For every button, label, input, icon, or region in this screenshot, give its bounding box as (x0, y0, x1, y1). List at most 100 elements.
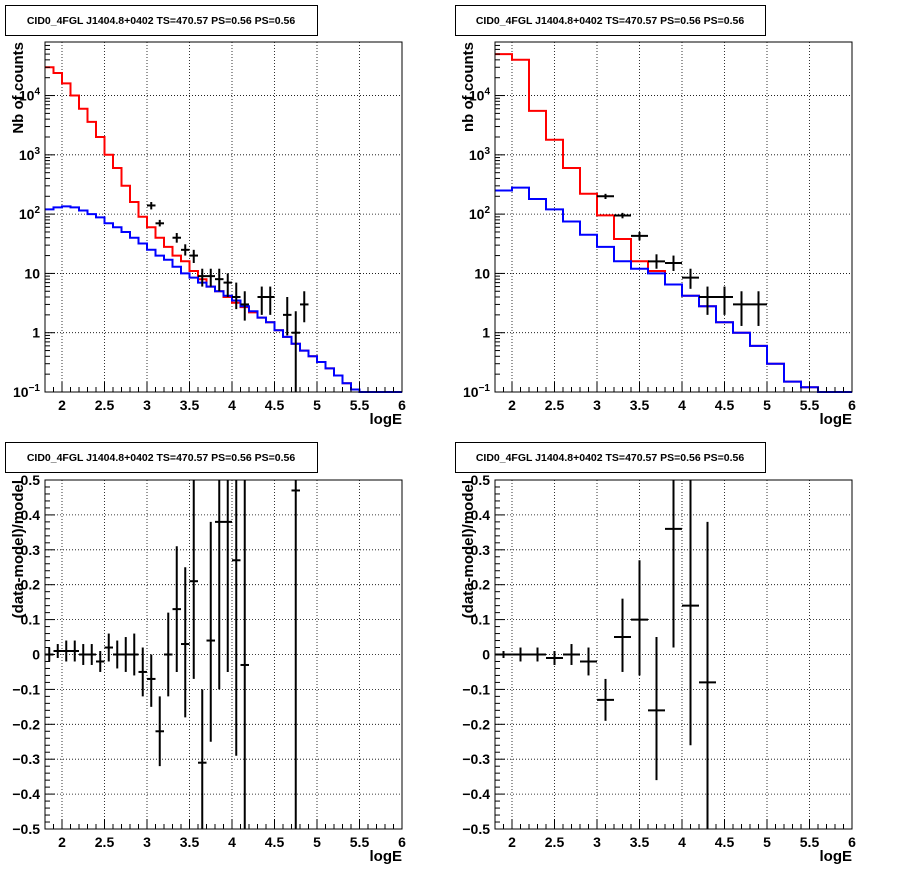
data-points (495, 480, 716, 829)
x-tick-label: 5 (313, 834, 321, 850)
data-points (147, 202, 309, 392)
y-tick-label: −0.5 (12, 821, 40, 837)
x-tick-label: 6 (398, 397, 406, 413)
data-point (147, 654, 156, 707)
grid-lines (45, 480, 402, 829)
data-point (164, 612, 173, 697)
x-tick-label: 4.5 (265, 834, 285, 850)
data-points (45, 480, 300, 829)
panel-counts-right: CID0_4FGL J1404.8+0402 TS=470.57 PS=0.56… (455, 5, 856, 428)
y-tick-label: 10−1 (463, 383, 490, 400)
data-point (648, 254, 665, 269)
x-tick-label: 5 (763, 834, 771, 850)
y-tick-label: 10 (24, 265, 40, 281)
data-point (291, 480, 300, 829)
panel-residuals-left: CID0_4FGL J1404.8+0402 TS=470.57 PS=0.56… (5, 442, 406, 865)
data-point (147, 202, 156, 210)
chart-title-box: CID0_4FGL J1404.8+0402 TS=470.57 PS=0.56… (5, 442, 318, 473)
y-tick-label: 10−1 (13, 383, 40, 400)
data-point (62, 640, 71, 662)
y-axis: −0.5 −0.4 −0.3 −0.2 −0.1 0 0.1 0.2 0.3 0.4 0.5(dat… (460, 472, 505, 837)
y-tick-label: −0.2 (462, 716, 490, 732)
y-tick-label: 0.3 (471, 542, 491, 558)
data-point (665, 480, 682, 648)
y-tick-label: 0.2 (471, 577, 491, 593)
data-point (53, 644, 62, 658)
y-tick-label: 10 (474, 265, 490, 281)
data-point (189, 480, 198, 679)
x-tick-label: 3 (593, 397, 601, 413)
data-point (300, 291, 309, 323)
chart-title-box: CID0_4FGL J1404.8+0402 TS=470.57 PS=0.56… (455, 5, 766, 36)
y-tick-label: −0.3 (462, 751, 490, 767)
y-tick-label: −0.4 (462, 786, 490, 802)
x-tick-label: 3.5 (180, 397, 200, 413)
y-tick-label: 1 (482, 325, 490, 341)
data-point (733, 291, 750, 326)
data-point (699, 521, 716, 829)
y-tick-label: −0.2 (12, 716, 40, 732)
series-total-model-line (45, 66, 402, 393)
y-tick-label: −0.1 (462, 681, 490, 697)
x-tick-label: 2 (58, 397, 66, 413)
x-axis-label: logE (370, 411, 403, 428)
x-tick-label: 3 (143, 834, 151, 850)
data-point (206, 268, 215, 287)
data-point (597, 678, 614, 721)
chart-title: CID0_4FGL J1404.8+0402 TS=470.57 PS=0.56… (27, 452, 295, 464)
y-tick-label: 0 (482, 647, 490, 663)
x-axis-label: logE (820, 848, 853, 865)
x-tick-label: 4.5 (715, 397, 735, 413)
x-tick-label: 4.5 (265, 397, 285, 413)
x-tick-label: 2 (508, 397, 516, 413)
y-tick-label: 103 (19, 146, 41, 163)
data-point (138, 647, 147, 697)
y-tick-label: 0.1 (21, 612, 41, 628)
y-tick-label: 103 (469, 146, 491, 163)
x-tick-label: 5 (763, 397, 771, 413)
data-point (597, 193, 614, 199)
data-point (512, 647, 529, 662)
data-point (189, 249, 198, 263)
data-point (70, 640, 79, 662)
data-point (96, 651, 105, 672)
series-component-model-line (495, 186, 852, 393)
y-tick-label: −0.3 (12, 751, 40, 767)
x-axis-label: logE (820, 411, 853, 428)
y-tick-label: 0.4 (21, 507, 41, 523)
data-point (232, 480, 241, 756)
data-point (223, 273, 232, 298)
data-point (580, 647, 597, 676)
data-point (155, 219, 164, 227)
chart-title: CID0_4FGL J1404.8+0402 TS=470.57 PS=0.56… (27, 15, 295, 27)
data-point (266, 286, 275, 315)
x-tick-label: 6 (848, 397, 856, 413)
data-point (181, 567, 190, 718)
data-point (240, 291, 249, 321)
x-tick-label: 3.5 (630, 397, 650, 413)
y-tick-label: 0.1 (471, 612, 491, 628)
data-point (104, 633, 113, 662)
x-tick-label: 3.5 (630, 834, 650, 850)
chart-title: CID0_4FGL J1404.8+0402 TS=470.57 PS=0.56… (476, 452, 744, 464)
chart-title-box: CID0_4FGL J1404.8+0402 TS=470.57 PS=0.56… (455, 442, 766, 473)
y-tick-label: 0.2 (21, 577, 41, 593)
x-tick-label: 2 (58, 834, 66, 850)
data-point (631, 231, 648, 241)
data-point (750, 291, 767, 326)
data-point (215, 480, 224, 690)
x-tick-label: 6 (848, 834, 856, 850)
y-tick-label: 104 (469, 87, 491, 104)
y-tick-label: 0.5 (21, 472, 41, 488)
series-total-model-line (495, 53, 852, 393)
title-box-border (455, 5, 766, 36)
data-point (257, 286, 266, 315)
data-point (130, 633, 139, 676)
data-point (291, 311, 300, 392)
y-tick-label: −0.5 (462, 821, 490, 837)
